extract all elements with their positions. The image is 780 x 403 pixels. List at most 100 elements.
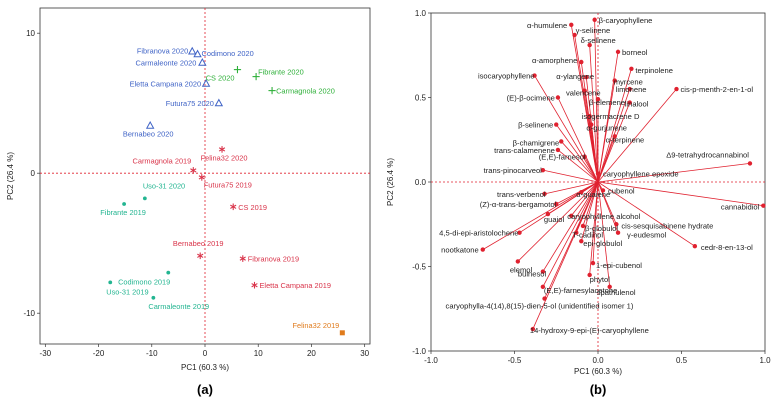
loading-vector-tip <box>480 247 485 252</box>
loading-vector-line <box>597 88 677 183</box>
loading-plot-x-tick-label: 1.0 <box>759 356 771 365</box>
score-point-marker <box>108 280 113 285</box>
loading-variable-label: elemol <box>510 265 533 274</box>
score-point-marker <box>151 295 156 300</box>
score-point-marker <box>198 57 207 66</box>
loading-plot-panel-b: -1.0 -0.5 0.0 0.5 1.0 -1.0 -0.5 0.0 0.5 1.0 β-car… <box>386 9 771 397</box>
loading-variable-label: (E,E)-farnesol <box>539 153 586 162</box>
score-plot-x-tick-label: 10 <box>254 349 263 358</box>
score-point-marker <box>201 78 211 87</box>
loading-vector-line <box>594 19 599 183</box>
loading-variable-label: 1-epi-cubenol <box>596 261 642 270</box>
loading-vector-tip <box>517 230 522 235</box>
score-point-label: CS 2020 <box>206 74 235 83</box>
loading-variable-label: isogermacrene D <box>582 112 640 121</box>
score-point-marker <box>142 196 147 201</box>
loading-vector-tip <box>579 238 584 244</box>
loading-plot-x-tick-label: -1.0 <box>424 356 438 365</box>
loading-vector-tip <box>532 73 537 78</box>
loading-vector-line <box>534 75 599 183</box>
loading-vector-line <box>542 181 599 272</box>
loading-vector-tip <box>584 75 589 80</box>
loading-variable-label: cannabidiol <box>721 203 760 212</box>
loading-variable-label: (E)-β-ocimene <box>507 94 555 103</box>
loading-variable-label: caryophyllene alcohol <box>567 212 640 221</box>
loading-vector-line <box>570 181 599 217</box>
score-point-marker <box>214 98 224 107</box>
score-point-label: Carmagnola 2020 <box>276 87 335 96</box>
loading-variable-label: Δ9-tetrahydrocannabinol <box>666 150 749 159</box>
score-point-marker <box>198 174 205 181</box>
loading-vector-line <box>597 102 631 183</box>
score-plot-y-axis-title: PC2 (26.4 %) <box>6 152 15 200</box>
loading-vector-tip <box>540 269 546 274</box>
score-point-label: Uso-31 2019 <box>106 287 148 296</box>
loading-vector-tip <box>595 96 601 102</box>
score-point-marker <box>233 66 242 74</box>
loading-variable-label: myrcene <box>614 78 643 87</box>
loading-vector-tip <box>587 272 592 278</box>
loading-plot-y-tick-label: 1.0 <box>415 9 427 18</box>
loading-vector-tip <box>587 42 592 48</box>
loading-vector-line <box>597 136 616 183</box>
loading-vector-line <box>532 181 599 330</box>
score-point-label: Carmaleonte 2019 <box>148 302 209 311</box>
loading-variable-label: α-terpinene <box>606 135 645 144</box>
score-plot-x-tick-label: 20 <box>307 349 316 358</box>
score-point-label: Bernabeo 2020 <box>123 130 174 139</box>
score-point-label: Futura75 2019 <box>204 180 252 189</box>
loading-vector-line <box>544 181 599 195</box>
loading-variable-label: borneol <box>622 48 648 57</box>
loading-variable-label: γ-eudesmol <box>627 231 667 240</box>
score-point-marker <box>197 252 204 260</box>
score-point-marker <box>166 270 171 275</box>
score-plot-y-tick-label: -10 <box>23 309 35 318</box>
loading-vector-tip <box>582 88 587 93</box>
score-plot-x-tick-label: -30 <box>40 349 52 358</box>
score-point-label: Fibrante 2019 <box>100 208 146 217</box>
score-point-label: Codimono 2020 <box>202 49 254 58</box>
loading-vector-line <box>557 149 599 183</box>
loading-vector-tip <box>595 171 601 176</box>
score-point-label: CS 2019 <box>238 203 267 212</box>
loading-variable-label: γ-selinene <box>576 26 611 35</box>
score-plot-y-tick-label: 10 <box>26 29 35 38</box>
score-plot-points: Fibranova 2020 Codimono 2020 Carmaleonte 2… <box>100 46 345 336</box>
loading-variable-label: cubenol <box>608 186 635 195</box>
loading-vector-tip <box>587 113 592 119</box>
loading-vector-tip <box>674 86 679 92</box>
loading-variable-label: β-chamigrene <box>513 138 560 147</box>
loading-vector-line <box>584 156 599 183</box>
score-plot-panel-a: -30 -20 -10 0 10 20 30 -10 0 10 Fibranova 2020 Cod… <box>6 7 371 397</box>
loading-vector-tip <box>554 122 559 127</box>
loading-vector-tip <box>692 244 698 249</box>
loading-vector-tip <box>615 49 621 55</box>
score-plot-zero-lines <box>40 8 370 344</box>
loading-variable-label: (E,E)-farnesylacetone <box>544 286 617 295</box>
score-point-marker <box>339 330 345 336</box>
loading-variable-label: α-gurjunene <box>586 124 627 133</box>
score-point-label: Codimono 2019 <box>118 278 170 287</box>
loading-vector-tip <box>555 147 561 153</box>
loading-vector-line <box>557 97 599 183</box>
loading-vector-tip <box>614 222 619 227</box>
score-point-marker <box>145 120 155 129</box>
score-point-label: Fibrante 2020 <box>258 68 304 77</box>
loading-vectors: β-caryophyllene α-humulene γ-selineneδ-sel… <box>439 16 766 335</box>
loading-vector-tip <box>590 260 596 266</box>
loading-plot-y-axis-title: PC2 (26.4 %) <box>386 158 395 206</box>
loading-vector-tip <box>747 161 753 166</box>
loading-vector-tip <box>612 78 617 83</box>
score-plot-ticks: -30 -20 -10 0 10 20 30 -10 0 10 <box>23 29 369 358</box>
loading-vector-tip <box>574 230 579 235</box>
loading-variable-label: β-caryophyllene <box>599 16 653 25</box>
loading-vector-tip <box>559 139 564 144</box>
score-point-label: Fibranova 2019 <box>248 255 299 264</box>
loading-vector-tip <box>530 326 536 332</box>
loading-plot-y-tick-label: -0.5 <box>412 263 426 272</box>
loading-variable-label: caryophylla-4(14),8(15)-dien-5-ol (unide… <box>446 302 634 311</box>
loading-vector-tip <box>579 59 584 65</box>
loading-vector-tip <box>542 296 547 301</box>
loading-vector-tip <box>542 191 547 197</box>
loading-variable-label: δ-selinene <box>581 36 616 45</box>
